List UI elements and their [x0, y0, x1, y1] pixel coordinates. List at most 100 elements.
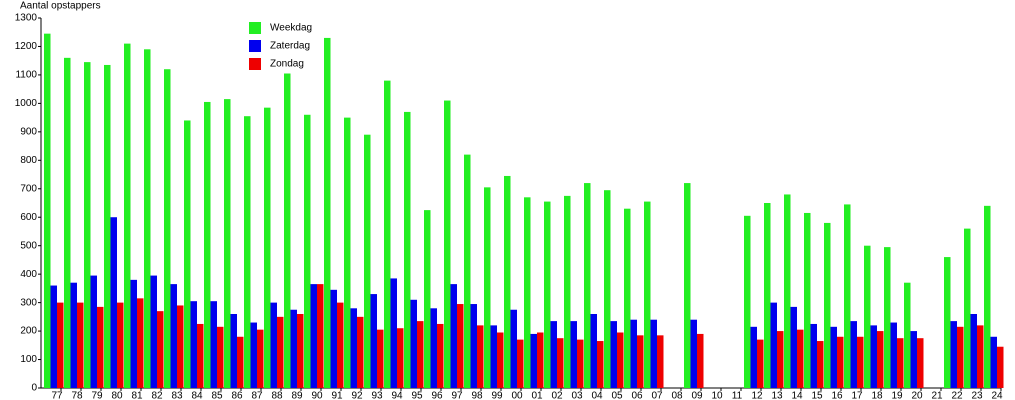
bar	[130, 279, 137, 388]
bar	[57, 302, 64, 388]
bar	[777, 331, 784, 388]
bar	[457, 304, 464, 388]
x-tick-label: 80	[111, 391, 123, 400]
bar	[944, 257, 951, 388]
bar	[657, 335, 664, 388]
bar	[957, 326, 964, 388]
x-tick-label: 22	[951, 391, 963, 400]
bar	[310, 284, 317, 388]
x-tick-label: 87	[251, 391, 263, 400]
bar	[397, 328, 404, 388]
bar	[110, 217, 117, 388]
bar	[264, 107, 271, 389]
bar	[817, 341, 824, 388]
bar	[190, 301, 197, 388]
y-tick-label: 1000	[15, 98, 38, 109]
bar	[157, 311, 164, 388]
x-tick-label: 90	[311, 391, 323, 400]
bar	[617, 332, 624, 388]
bar	[84, 62, 91, 388]
x-tick-label: 09	[691, 391, 703, 400]
bar	[684, 183, 691, 388]
bar	[557, 338, 564, 388]
bar	[197, 323, 204, 388]
y-tick-label: 500	[20, 240, 37, 251]
bar	[237, 336, 244, 388]
bar	[504, 175, 511, 388]
bar	[384, 80, 391, 388]
bar	[784, 194, 791, 388]
bar	[864, 245, 871, 388]
bar	[430, 308, 437, 388]
bar	[90, 275, 97, 388]
bar	[584, 183, 591, 388]
x-tick-label: 17	[851, 391, 863, 400]
bar	[250, 322, 257, 388]
bar	[377, 329, 384, 388]
y-tick-label: 600	[20, 212, 37, 223]
x-tick-label: 99	[491, 391, 503, 400]
bar	[790, 306, 797, 388]
bar	[697, 333, 704, 388]
bar	[870, 325, 877, 388]
bar	[184, 120, 191, 388]
bar	[830, 326, 837, 388]
y-tick-label: 700	[20, 183, 37, 194]
bar	[570, 321, 577, 388]
bar	[564, 195, 571, 388]
x-tick-label: 20	[911, 391, 923, 400]
bar	[497, 332, 504, 388]
x-tick-label: 04	[591, 391, 603, 400]
bar	[510, 309, 517, 388]
bar	[77, 302, 84, 388]
bar	[844, 204, 851, 388]
x-tick-label: 79	[91, 391, 103, 400]
bar	[750, 326, 757, 388]
bar	[770, 302, 777, 388]
legend-label: Zondag	[270, 59, 304, 70]
y-axis-label: Aantal opstappers	[20, 1, 101, 12]
bar	[304, 114, 311, 389]
bar	[117, 302, 124, 388]
bar	[837, 336, 844, 388]
bar	[877, 331, 884, 388]
bar	[517, 339, 524, 388]
bar	[597, 341, 604, 388]
bar	[44, 33, 51, 389]
x-tick-label: 10	[711, 391, 723, 400]
bar	[370, 294, 377, 388]
legend-swatch	[249, 22, 261, 34]
x-tick-label: 77	[51, 391, 63, 400]
x-tick-label: 84	[191, 391, 203, 400]
bar	[144, 49, 151, 389]
bar	[417, 321, 424, 388]
bar	[324, 37, 331, 389]
legend-label: Weekdag	[270, 23, 312, 34]
bar	[350, 308, 357, 388]
y-tick-label: 800	[20, 155, 37, 166]
bar	[277, 316, 284, 388]
x-tick-label: 91	[331, 391, 343, 400]
x-tick-label: 23	[971, 391, 983, 400]
x-tick-label: 18	[871, 391, 883, 400]
x-tick-label: 07	[651, 391, 663, 400]
x-tick-label: 15	[811, 391, 823, 400]
y-tick-label: 200	[20, 326, 37, 337]
bar	[104, 64, 111, 388]
bar	[424, 210, 431, 388]
bar	[964, 228, 971, 388]
bar	[177, 305, 184, 388]
bar	[64, 57, 71, 388]
bar	[257, 329, 264, 388]
bar	[850, 321, 857, 388]
bar	[390, 278, 397, 388]
bar	[610, 321, 617, 388]
x-tick-label: 82	[151, 391, 163, 400]
bar	[150, 275, 157, 388]
x-tick-label: 02	[551, 391, 563, 400]
y-tick-label: 400	[20, 269, 37, 280]
bar	[70, 282, 77, 388]
bar	[164, 69, 171, 388]
bar	[477, 325, 484, 388]
bar	[464, 154, 471, 388]
